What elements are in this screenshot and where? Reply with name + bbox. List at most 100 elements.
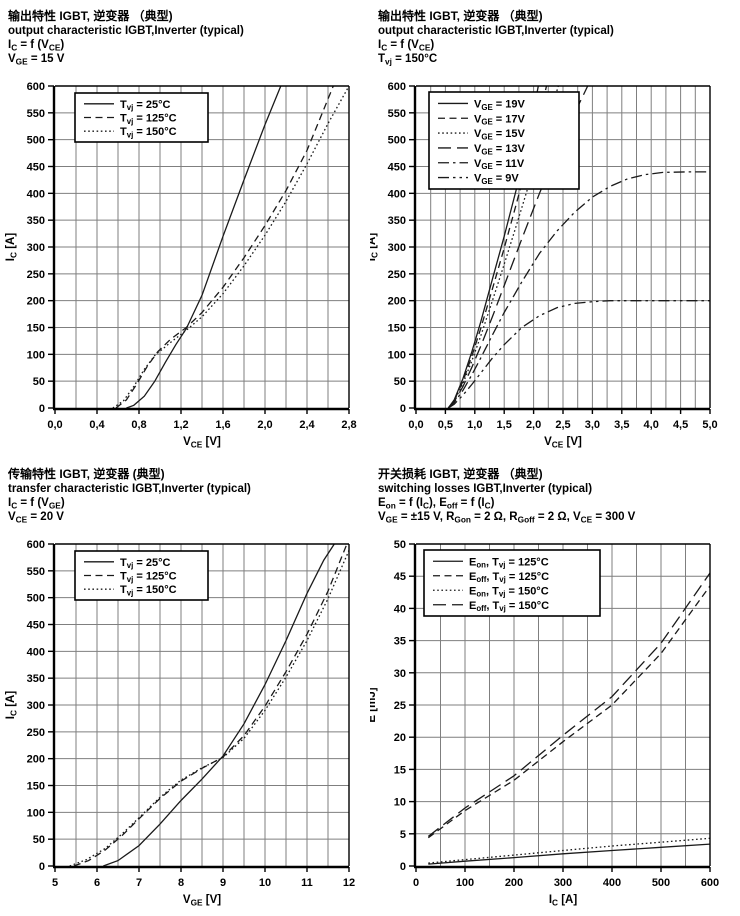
chart-transfer-characteristic: 传输特性 IGBT, 逆变器 (典型) transfer characterist…: [5, 466, 355, 907]
y-tick-label: 150: [27, 781, 45, 793]
series-curve: [73, 544, 348, 866]
x-tick-label: 5: [52, 877, 58, 889]
legend-label: Eoff, Tvj = 125°C: [469, 571, 549, 584]
x-tick-label: 400: [603, 877, 621, 889]
chart-title-block: 输出特性 IGBT, 逆变器 （典型) output characteristic…: [8, 8, 244, 66]
x-tick-label: 2,5: [555, 419, 570, 431]
x-tick-label: 4,5: [673, 419, 688, 431]
y-axis: 0 5 10 15 20 25 30 35 40 45 50: [394, 539, 415, 873]
y-tick-label: 250: [27, 269, 45, 281]
y-tick-label: 50: [394, 539, 406, 551]
x-tick-label: 8: [178, 877, 184, 889]
series-curve: [427, 572, 710, 837]
chart-condition-1: IC = f (VCE): [8, 39, 64, 52]
y-tick-label: 50: [394, 376, 406, 388]
legend-label: Tvj = 25°C: [120, 557, 170, 570]
chart-condition-2: Tvj = 150°C: [378, 53, 437, 66]
x-tick-label: 0,8: [131, 419, 146, 431]
chart-condition-1: IC = f (VCE): [378, 39, 434, 52]
series-group: [69, 544, 349, 866]
x-tick-label: 0,0: [408, 419, 423, 431]
y-tick-label: 200: [27, 296, 45, 308]
y-tick-label: 200: [388, 296, 406, 308]
y-tick-label: 400: [27, 646, 45, 658]
series-curve: [69, 550, 349, 866]
x-tick-label: 500: [652, 877, 670, 889]
y-tick-label: 35: [394, 636, 406, 648]
chart-output-characteristic-tvj150: 输出特性 IGBT, 逆变器 （典型) output characteristic…: [370, 8, 718, 449]
x-tick-label: 10: [259, 877, 271, 889]
chart-title-zh: 输出特性 IGBT, 逆变器 （典型): [8, 8, 173, 23]
legend-label: Eon, Tvj = 150°C: [469, 585, 549, 598]
y-tick-label: 300: [27, 242, 45, 254]
y-tick-label: 100: [27, 807, 45, 819]
y-tick-label: 150: [27, 323, 45, 335]
series-curve: [428, 837, 710, 864]
y-tick-label: 50: [33, 834, 45, 846]
series-curve: [427, 585, 710, 839]
legend-box: [428, 91, 580, 190]
x-tick-label: 0,4: [89, 419, 105, 431]
series-curve: [126, 86, 282, 408]
series-curve: [428, 843, 710, 865]
y-axis: 0 50 100 150 200 250 300 350 400 450 500 550 600: [27, 81, 54, 415]
chart-title-block: 传输特性 IGBT, 逆变器 (典型) transfer characterist…: [7, 466, 251, 524]
x-tick-label: 2,8: [341, 419, 356, 431]
y-tick-label: 300: [388, 242, 406, 254]
chart-condition-1: Eon = f (IC), Eoff = f (IC): [378, 497, 495, 510]
x-tick-label: 9: [220, 877, 226, 889]
y-tick-label: 0: [400, 861, 406, 873]
x-tick-label: 200: [505, 877, 523, 889]
y-tick-label: 400: [388, 188, 406, 200]
x-axis: 5 6 7 8 9 10 11 12: [52, 867, 355, 889]
y-tick-label: 350: [27, 215, 45, 227]
series-curve: [103, 544, 335, 866]
series-curve: [447, 86, 548, 408]
x-tick-label: 3,5: [614, 419, 629, 431]
chart-title-block: 开关损耗 IGBT, 逆变器 （典型) switching losses IGBT…: [378, 466, 636, 524]
y-tick-label: 450: [388, 162, 406, 174]
chart-output-characteristic-vge15: 输出特性 IGBT, 逆变器 （典型) output characteristic…: [5, 8, 357, 449]
x-axis: 0,0 0,5 1,0 1,5 2,0 2,5 3,0 3,5 4,0 4,5 5,0: [408, 409, 718, 431]
legend-label: VGE = 11V: [474, 158, 525, 171]
x-tick-label: 1,6: [215, 419, 230, 431]
y-tick-label: 250: [388, 269, 406, 281]
y-tick-label: 15: [394, 764, 406, 776]
x-tick-label: 300: [554, 877, 572, 889]
y-tick-label: 5: [400, 829, 406, 841]
y-tick-label: 50: [33, 376, 45, 388]
x-tick-label: 11: [301, 877, 313, 889]
chart-title-en: switching losses IGBT,Inverter (typical): [378, 483, 592, 495]
x-tick-label: 12: [343, 877, 355, 889]
y-tick-label: 500: [27, 135, 45, 147]
series-curve: [447, 300, 710, 408]
y-axis-title: IC [A]: [5, 233, 18, 262]
y-tick-label: 0: [39, 403, 45, 415]
y-tick-label: 500: [27, 593, 45, 605]
y-tick-label: 550: [27, 108, 45, 120]
x-tick-label: 2,4: [299, 419, 315, 431]
y-tick-label: 20: [394, 732, 406, 744]
y-axis: 0 50 100 150 200 250 300 350 400 450 500 550 600: [27, 539, 54, 873]
y-tick-label: 600: [27, 539, 45, 551]
y-tick-label: 450: [27, 162, 45, 174]
chart-title-en: output characteristic IGBT,Inverter (typ…: [8, 25, 244, 37]
y-tick-label: 150: [388, 323, 406, 335]
x-tick-label: 0: [413, 877, 419, 889]
chart-condition-2: VCE = 20 V: [8, 511, 64, 524]
x-tick-label: 1,0: [467, 419, 482, 431]
y-tick-label: 25: [394, 700, 406, 712]
y-tick-label: 350: [388, 215, 406, 227]
y-tick-label: 0: [400, 403, 406, 415]
legend-label: Tvj = 125°C: [120, 571, 177, 584]
chart-switching-losses: 开关损耗 IGBT, 逆变器 （典型) switching losses IGBT…: [370, 466, 719, 907]
x-tick-label: 6: [94, 877, 100, 889]
legend-label: Eon, Tvj = 125°C: [469, 556, 549, 569]
y-tick-label: 400: [27, 188, 45, 200]
y-axis: 0 50 100 150 200 250 300 350 400 450 500 550 600: [388, 81, 415, 415]
x-axis: 0 100 200 300 400 500 600: [413, 867, 719, 889]
chart-condition-2: VGE = 15 V: [8, 53, 65, 66]
y-tick-label: 200: [27, 754, 45, 766]
x-tick-label: 2,0: [526, 419, 541, 431]
